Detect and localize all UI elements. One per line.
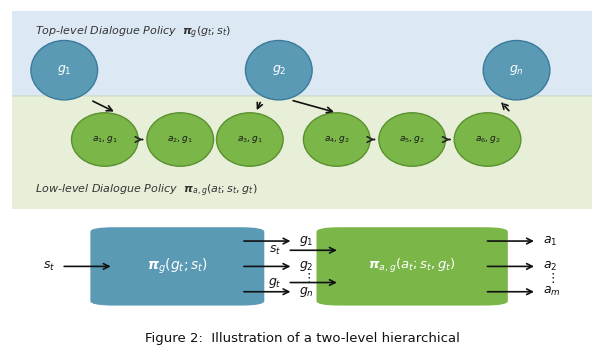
Text: $a_2$: $a_2$ bbox=[542, 260, 557, 273]
Text: $a_1$: $a_1$ bbox=[542, 234, 557, 248]
Ellipse shape bbox=[147, 113, 214, 166]
Text: Low-level Dialogue Policy  $\boldsymbol{\pi}_{a,g}(a_t; s_t, g_t)$: Low-level Dialogue Policy $\boldsymbol{\… bbox=[35, 183, 258, 199]
Text: $a_4,g_2$: $a_4,g_2$ bbox=[324, 134, 350, 145]
Ellipse shape bbox=[454, 113, 521, 166]
Text: $g_2$: $g_2$ bbox=[272, 63, 286, 77]
Ellipse shape bbox=[31, 41, 98, 100]
Text: $a_6,g_2$: $a_6,g_2$ bbox=[475, 134, 500, 145]
Text: $a_1,g_1$: $a_1,g_1$ bbox=[92, 134, 118, 145]
Text: $g_1$: $g_1$ bbox=[299, 234, 313, 248]
Text: Figure 2:  Illustration of a two-level hierarchical: Figure 2: Illustration of a two-level hi… bbox=[144, 332, 460, 345]
Text: Top-level Dialogue Policy  $\boldsymbol{\pi}_g(g_t; s_t)$: Top-level Dialogue Policy $\boldsymbol{\… bbox=[35, 24, 232, 41]
Text: $a_2,g_1$: $a_2,g_1$ bbox=[167, 134, 193, 145]
Text: $\boldsymbol{\pi}_{a,g}(a_t;s_t,g_t)$: $\boldsymbol{\pi}_{a,g}(a_t;s_t,g_t)$ bbox=[368, 257, 456, 275]
Ellipse shape bbox=[245, 41, 312, 100]
Text: $s_t$: $s_t$ bbox=[43, 260, 56, 273]
Text: $\vdots$: $\vdots$ bbox=[302, 271, 311, 285]
Text: $a_3,g_1$: $a_3,g_1$ bbox=[237, 134, 263, 145]
Text: $g_2$: $g_2$ bbox=[299, 260, 313, 273]
Text: $s_t$: $s_t$ bbox=[269, 244, 281, 257]
Text: $\boldsymbol{\pi}_g(g_t;s_t)$: $\boldsymbol{\pi}_g(g_t;s_t)$ bbox=[147, 257, 208, 276]
Ellipse shape bbox=[303, 113, 370, 166]
Text: $g_n$: $g_n$ bbox=[509, 63, 524, 77]
Text: $a_5,g_2$: $a_5,g_2$ bbox=[399, 134, 425, 145]
FancyBboxPatch shape bbox=[316, 227, 508, 306]
Ellipse shape bbox=[379, 113, 446, 166]
Ellipse shape bbox=[216, 113, 283, 166]
Text: $\vdots$: $\vdots$ bbox=[545, 271, 554, 285]
Text: $a_m$: $a_m$ bbox=[542, 285, 561, 298]
FancyBboxPatch shape bbox=[91, 227, 265, 306]
Ellipse shape bbox=[71, 113, 138, 166]
Text: $g_1$: $g_1$ bbox=[57, 63, 72, 77]
Ellipse shape bbox=[483, 41, 550, 100]
FancyBboxPatch shape bbox=[6, 96, 598, 211]
FancyBboxPatch shape bbox=[6, 9, 598, 211]
Text: $g_n$: $g_n$ bbox=[299, 285, 314, 299]
Text: $g_t$: $g_t$ bbox=[268, 275, 281, 289]
